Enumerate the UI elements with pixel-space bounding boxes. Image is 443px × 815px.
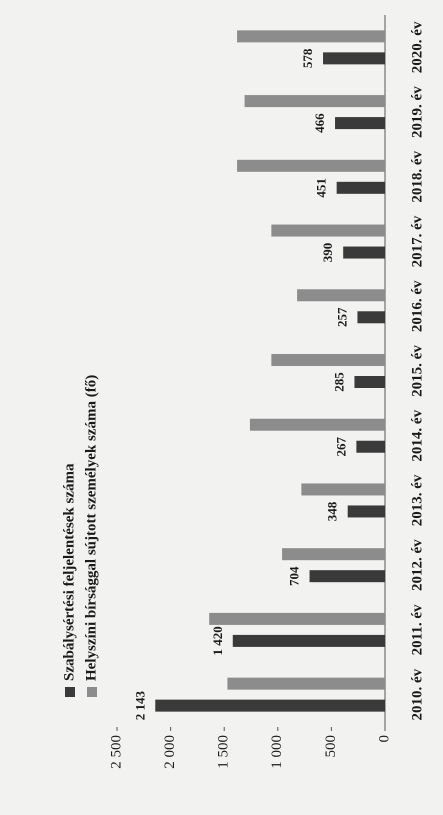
data-label: 704 [287,566,302,586]
legend-swatch [87,687,97,697]
legend-swatch [65,687,75,697]
legend-label: Szabálysértési feljelentések száma [61,463,77,681]
bar [271,354,386,366]
y-tick-label: 1 500 [216,735,232,769]
bar [309,570,385,583]
data-label: 2 143 [132,691,147,721]
legend-label: Helyszíni bírsággal sújtott személyek sz… [83,375,99,681]
y-tick-label: 500 [323,735,339,758]
data-label: 466 [312,113,327,133]
x-tick-label: 2015. év [409,345,425,397]
bar [227,677,385,690]
bar [301,483,385,496]
data-label: 267 [333,436,348,456]
bar [336,181,385,194]
x-tick-label: 2017. év [409,215,425,267]
data-label: 285 [331,372,346,392]
data-label: 1 420 [210,626,225,655]
bar [209,612,385,625]
bar [356,440,385,453]
bar [343,246,385,259]
y-tick-label: 2 500 [108,735,124,769]
data-label: 578 [300,48,315,68]
data-label: 257 [334,307,349,327]
data-label: 451 [314,178,329,198]
bar [237,30,385,43]
bar [244,95,385,108]
bar [271,224,386,237]
bar [282,548,386,561]
x-tick-label: 2011. év [409,604,425,655]
bar [335,117,385,130]
rotated-chart: 0 500 1 000 1 500 2 000 2 500 2010. év 2 143 201… [61,15,425,769]
bar [249,418,385,431]
y-tick-label: 2 000 [162,735,178,769]
bar [232,634,385,647]
y-tick-label: 1 000 [269,735,285,769]
bar [237,159,385,172]
x-tick-label: 2019. év [409,86,425,138]
bar [347,505,385,518]
bar [354,376,385,388]
x-tick-label: 2013. év [409,474,425,526]
x-tick-label: 2018. év [409,150,425,202]
data-label: 348 [325,501,340,521]
data-label: 390 [320,243,335,263]
bar [357,311,385,324]
x-tick-label: 2020. év [409,21,425,73]
x-tick-label: 2012. év [409,539,425,591]
x-tick-label: 2010. év [409,668,425,720]
bar [323,52,385,65]
x-tick-label: 2014. év [409,409,425,461]
bar [297,289,386,302]
bar [155,699,385,712]
y-tick-label: 0 [376,735,392,743]
x-tick-label: 2016. év [409,280,425,332]
